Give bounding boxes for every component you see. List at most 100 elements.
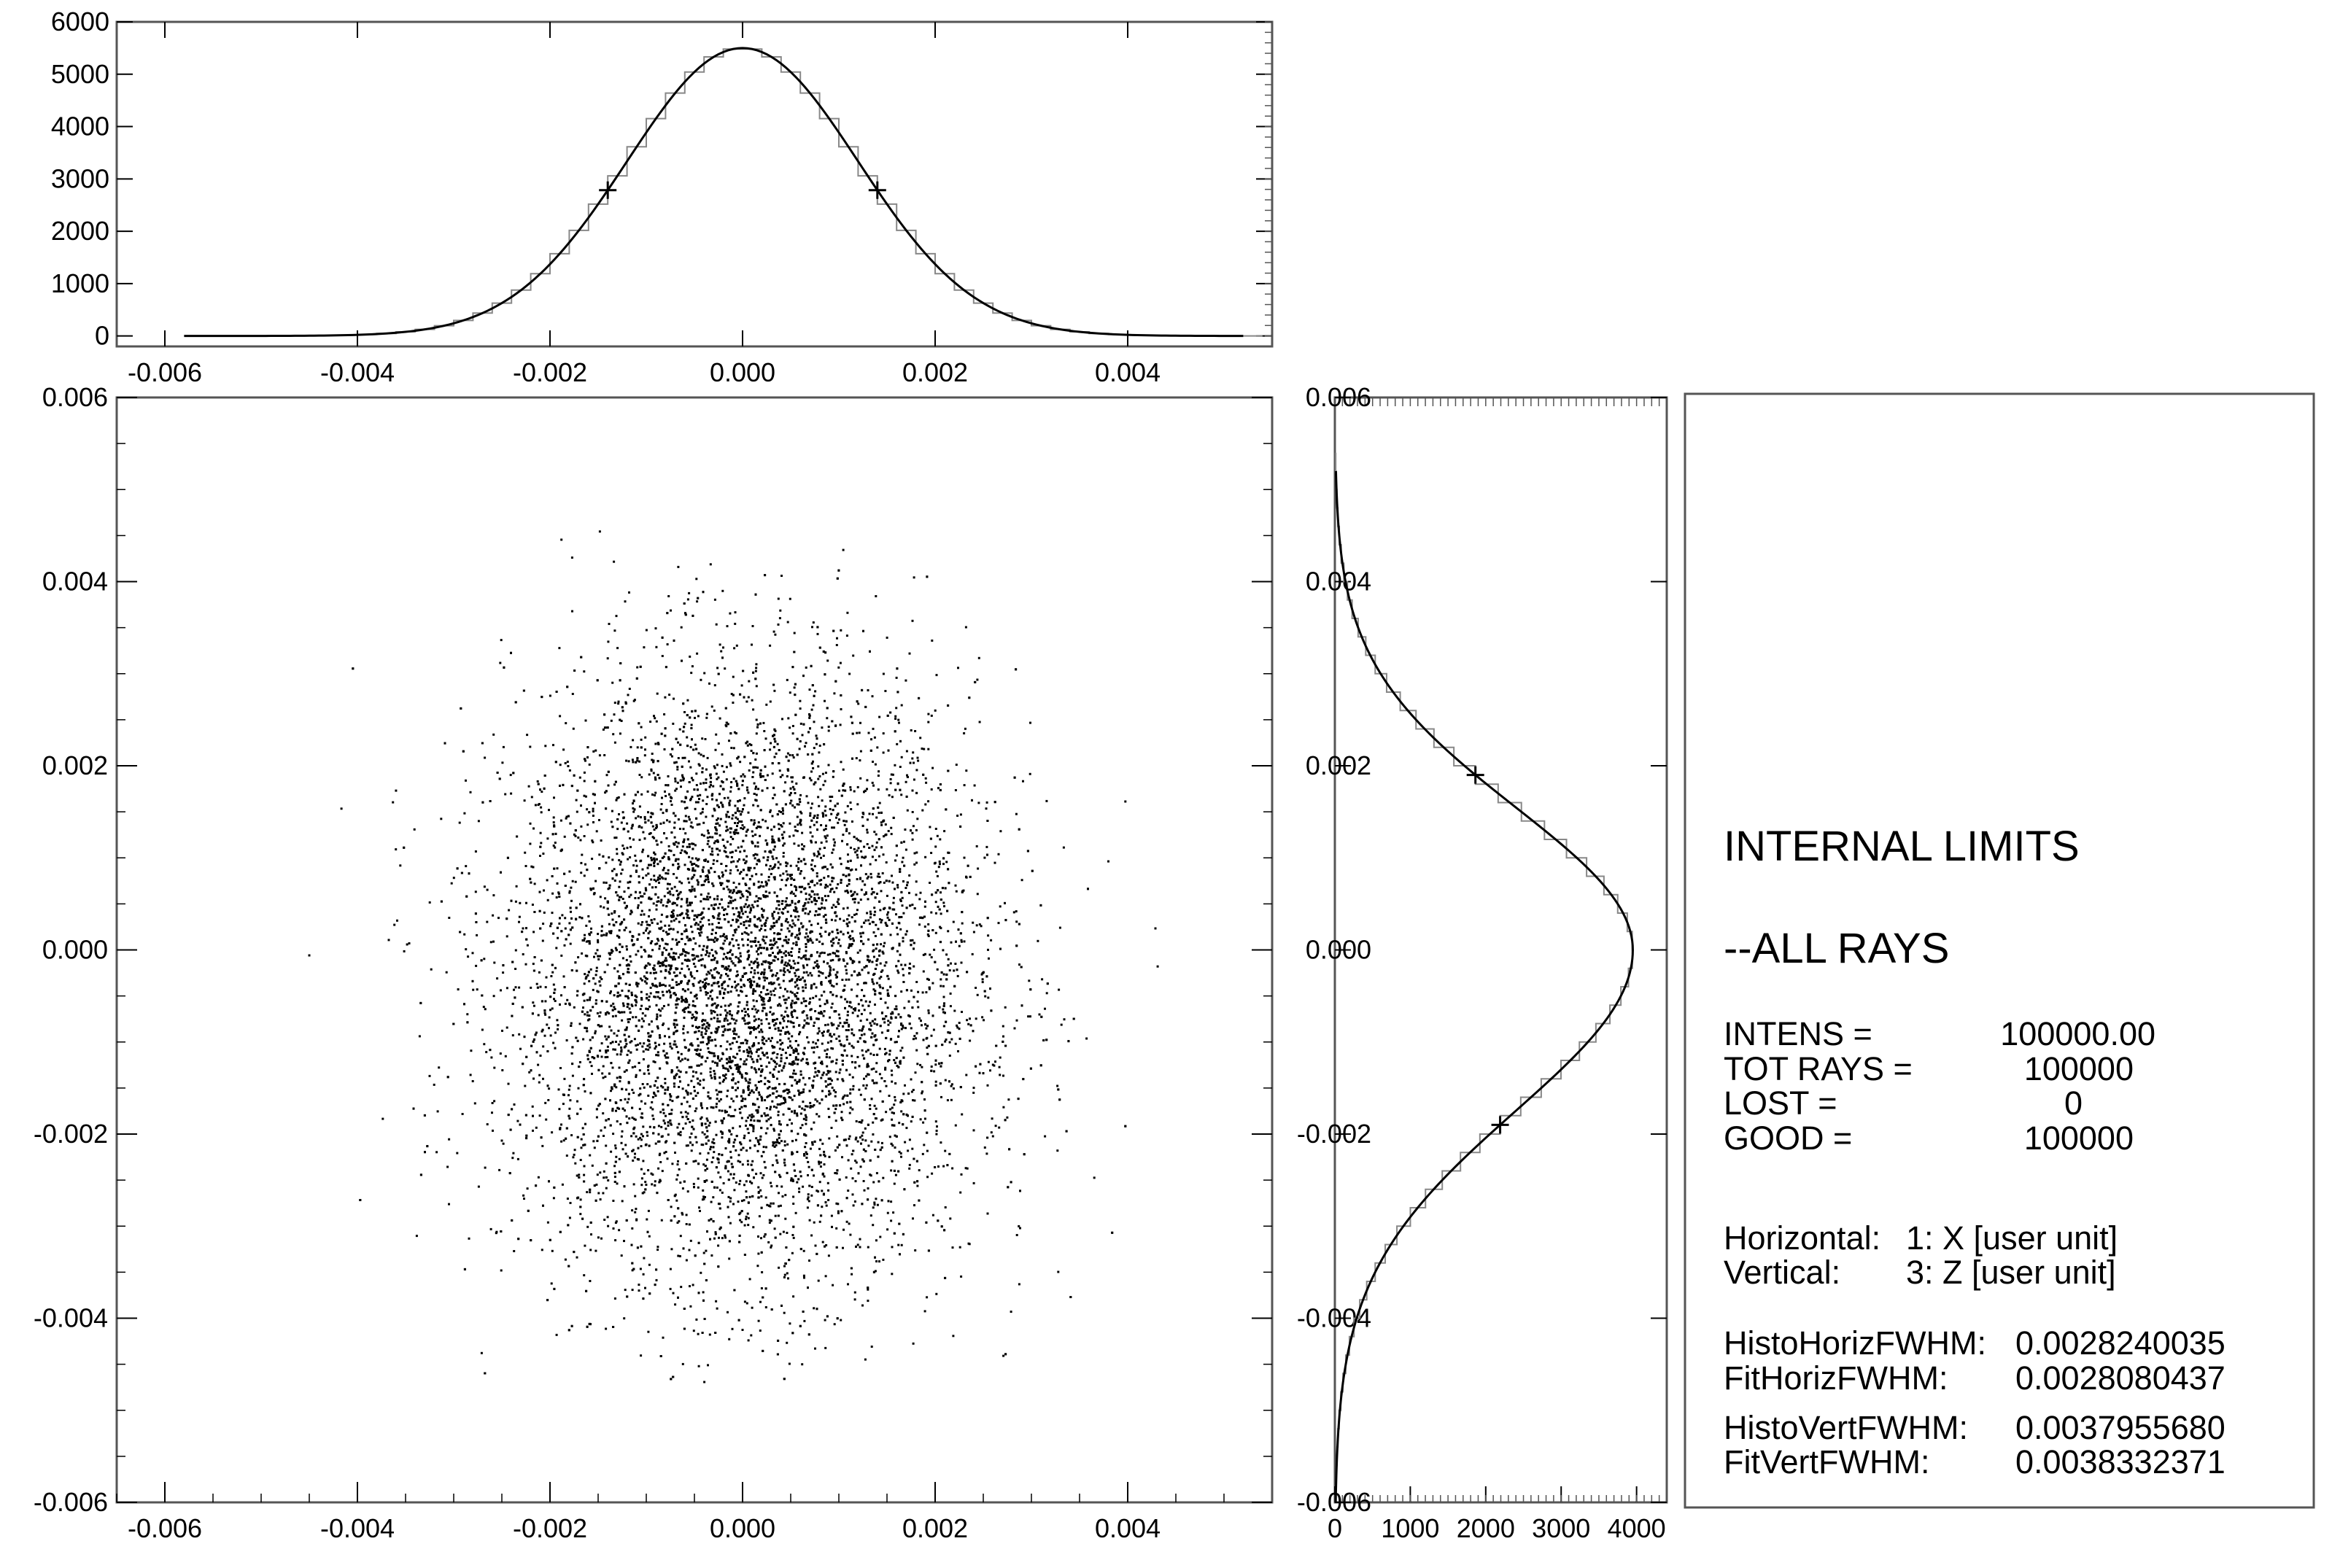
scatter-point [549, 694, 551, 697]
scatter-point [689, 1121, 692, 1124]
scatter-point [482, 1006, 485, 1009]
scatter-point [755, 685, 758, 688]
scatter-point [463, 933, 466, 936]
scatter-point [751, 830, 754, 833]
scatter-point [513, 988, 515, 991]
scatter-point [587, 915, 590, 917]
scatter-point [702, 1087, 705, 1090]
scatter-point [571, 610, 573, 613]
scatter-point [845, 1220, 848, 1223]
scatter-point [796, 815, 799, 818]
scatter-point [724, 1004, 727, 1007]
scatter-point [829, 1092, 832, 1095]
scatter-point [666, 888, 669, 890]
scatter-point [754, 853, 757, 855]
scatter-point [642, 1125, 645, 1128]
scatter-point [664, 696, 667, 699]
scatter-point [618, 1066, 621, 1069]
scatter-point [869, 1024, 872, 1027]
scatter-point [686, 1190, 689, 1193]
scatter-point [813, 747, 816, 750]
scatter-point [592, 1006, 594, 1009]
scatter-point [835, 887, 838, 890]
scatter-point [727, 1023, 729, 1025]
scatter-point [791, 754, 794, 757]
scatter-point [819, 788, 822, 791]
scatter-point [700, 1117, 702, 1120]
scatter-point [729, 1200, 732, 1203]
scatter-point [648, 1235, 651, 1238]
scatter-point [875, 1039, 877, 1041]
scatter-point [778, 1071, 780, 1073]
scatter-point [555, 896, 558, 899]
scatter-point [586, 1019, 589, 1022]
scatter-point [677, 858, 680, 861]
scatter-point [625, 1026, 628, 1029]
scatter-point [628, 688, 631, 690]
scatter-point [846, 885, 848, 887]
scatter-point [842, 933, 845, 936]
scatter-point [675, 1074, 678, 1077]
scatter-point [765, 703, 768, 706]
scatter-point [610, 951, 613, 954]
scatter-point [921, 1066, 923, 1068]
scatter-point [905, 750, 908, 753]
scatter-point [784, 1052, 787, 1055]
scatter-point [833, 692, 836, 695]
scatter-point [845, 972, 848, 975]
scatter-point [778, 1083, 780, 1086]
scatter-point [653, 874, 656, 877]
scatter-point [713, 1070, 716, 1072]
scatter-point [647, 998, 650, 1001]
scatter-point [706, 1057, 709, 1060]
scatter-point [674, 1026, 676, 1029]
scatter-point [869, 1052, 872, 1055]
scatter-point [637, 950, 640, 952]
scatter-point [898, 942, 901, 945]
scatter-point [657, 876, 660, 879]
scatter-point [869, 1028, 872, 1031]
scatter-point [656, 1140, 659, 1143]
scatter-point [610, 930, 613, 933]
scatter-point [785, 936, 788, 939]
scatter-point [778, 769, 781, 772]
scatter-point [771, 1100, 774, 1103]
scatter-point [616, 894, 619, 897]
scatter-point [957, 667, 959, 669]
scatter-point [716, 1062, 718, 1065]
scatter-point [654, 880, 657, 882]
scatter-point [802, 858, 805, 861]
scatter-point [987, 934, 990, 937]
scatter-point [559, 715, 562, 718]
scatter-point [647, 819, 650, 822]
scatter-point [817, 850, 820, 853]
scatter-point [663, 713, 666, 715]
scatter-point [625, 958, 628, 961]
scatter-point [723, 850, 726, 853]
scatter-point [667, 872, 670, 875]
scatter-point [824, 1154, 826, 1157]
scatter-point [718, 1100, 721, 1103]
scatter-point [718, 717, 721, 720]
scatter-point [791, 1035, 794, 1038]
scatter-point [667, 1004, 670, 1006]
scatter-point [727, 1160, 729, 1163]
scatter-point [895, 676, 898, 679]
scatter-point [917, 990, 920, 993]
scatter-point [940, 978, 942, 981]
scatter-point [745, 1302, 748, 1305]
scatter-point [696, 970, 699, 972]
scatter-point [721, 1052, 724, 1055]
top-fwhm-marker [599, 181, 617, 199]
scatter-point [704, 1060, 707, 1063]
scatter-point [868, 960, 871, 963]
scatter-point [571, 880, 574, 882]
scatter-point [842, 834, 845, 837]
scatter-point [694, 965, 697, 968]
scatter-point [905, 930, 908, 933]
scatter-point [841, 979, 844, 981]
scatter-point [510, 792, 513, 795]
scatter-point [700, 884, 703, 887]
scatter-point [713, 1011, 716, 1014]
scatter-point [689, 1305, 692, 1308]
